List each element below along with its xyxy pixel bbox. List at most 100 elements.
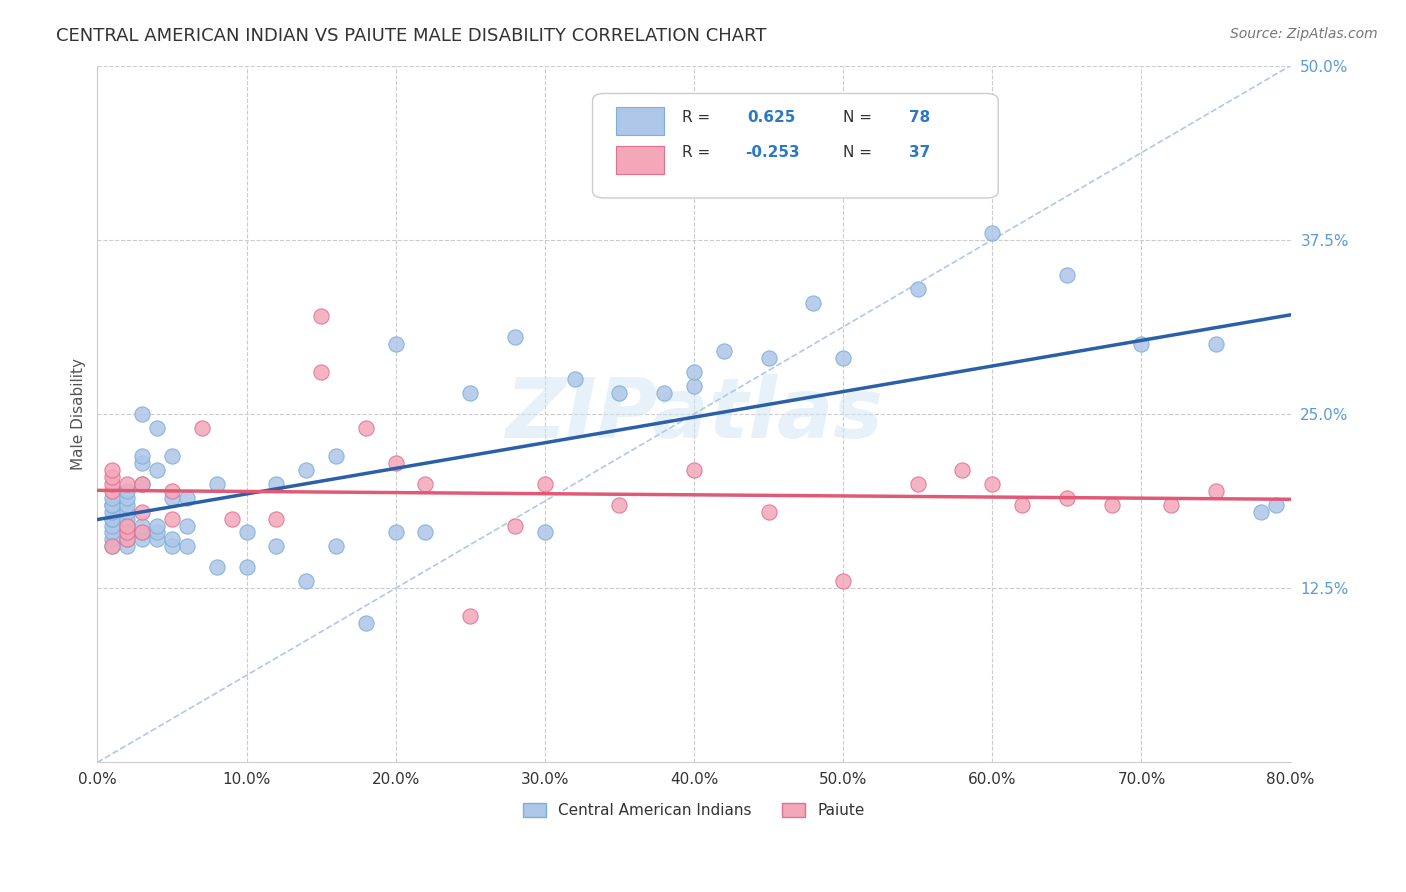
Point — [131, 525, 153, 540]
Point — [176, 540, 198, 554]
Point — [309, 310, 332, 324]
Point — [115, 525, 138, 540]
Point — [101, 525, 124, 540]
Point — [115, 533, 138, 547]
Point — [160, 540, 183, 554]
Text: 78: 78 — [908, 111, 929, 126]
Point — [1101, 498, 1123, 512]
Point — [384, 525, 406, 540]
FancyBboxPatch shape — [616, 145, 664, 174]
Text: N =: N = — [844, 111, 877, 126]
Point — [101, 511, 124, 525]
Point — [266, 540, 288, 554]
Point — [160, 483, 183, 498]
Point — [101, 505, 124, 519]
Point — [115, 505, 138, 519]
Point — [101, 498, 124, 512]
Point — [295, 463, 318, 477]
Point — [190, 421, 212, 435]
Text: ZIPatlas: ZIPatlas — [505, 374, 883, 455]
Point — [115, 518, 138, 533]
Point — [533, 476, 555, 491]
Point — [146, 463, 169, 477]
Point — [101, 533, 124, 547]
Point — [981, 476, 1004, 491]
FancyBboxPatch shape — [592, 94, 998, 198]
Point — [907, 476, 929, 491]
Text: CENTRAL AMERICAN INDIAN VS PAIUTE MALE DISABILITY CORRELATION CHART: CENTRAL AMERICAN INDIAN VS PAIUTE MALE D… — [56, 27, 766, 45]
Point — [1250, 505, 1272, 519]
Point — [533, 525, 555, 540]
Point — [176, 518, 198, 533]
Point — [354, 616, 377, 631]
Point — [609, 498, 631, 512]
Point — [415, 525, 437, 540]
Point — [981, 226, 1004, 240]
Point — [115, 540, 138, 554]
Point — [503, 518, 526, 533]
Point — [384, 456, 406, 470]
Point — [115, 518, 138, 533]
Point — [146, 518, 169, 533]
Point — [131, 456, 153, 470]
Point — [160, 491, 183, 505]
Point — [131, 476, 153, 491]
Point — [101, 498, 124, 512]
Point — [131, 407, 153, 421]
Text: Source: ZipAtlas.com: Source: ZipAtlas.com — [1230, 27, 1378, 41]
Point — [235, 525, 257, 540]
Point — [146, 421, 169, 435]
Text: R =: R = — [682, 111, 716, 126]
Point — [176, 491, 198, 505]
Point — [683, 365, 706, 379]
Point — [295, 574, 318, 589]
Point — [458, 609, 481, 624]
Point — [101, 491, 124, 505]
Point — [832, 351, 855, 366]
Point — [266, 511, 288, 525]
Point — [221, 511, 243, 525]
Point — [1130, 337, 1153, 351]
Point — [160, 449, 183, 463]
Point — [131, 518, 153, 533]
Text: R =: R = — [682, 145, 716, 161]
Point — [101, 540, 124, 554]
Legend: Central American Indians, Paiute: Central American Indians, Paiute — [517, 797, 870, 824]
Point — [458, 386, 481, 401]
Text: 37: 37 — [908, 145, 929, 161]
Point — [266, 476, 288, 491]
Point — [503, 330, 526, 344]
Point — [101, 511, 124, 525]
Point — [1205, 483, 1227, 498]
Point — [115, 525, 138, 540]
Point — [564, 372, 586, 386]
Point — [101, 476, 124, 491]
Point — [1011, 498, 1033, 512]
Y-axis label: Male Disability: Male Disability — [72, 358, 86, 470]
Point — [115, 476, 138, 491]
Point — [609, 386, 631, 401]
FancyBboxPatch shape — [616, 107, 664, 136]
Point — [801, 295, 824, 310]
Point — [101, 483, 124, 498]
Point — [1205, 337, 1227, 351]
Point — [131, 449, 153, 463]
Point — [325, 449, 347, 463]
Point — [758, 505, 780, 519]
Point — [683, 379, 706, 393]
Text: 0.625: 0.625 — [748, 111, 796, 126]
Point — [1264, 498, 1286, 512]
Point — [907, 282, 929, 296]
Point — [146, 533, 169, 547]
Point — [131, 476, 153, 491]
Point — [652, 386, 675, 401]
Point — [115, 498, 138, 512]
Point — [160, 533, 183, 547]
Point — [115, 483, 138, 498]
Point — [101, 518, 124, 533]
Point — [354, 421, 377, 435]
Point — [1056, 268, 1078, 282]
Point — [205, 560, 228, 574]
Point — [1160, 498, 1182, 512]
Point — [309, 365, 332, 379]
